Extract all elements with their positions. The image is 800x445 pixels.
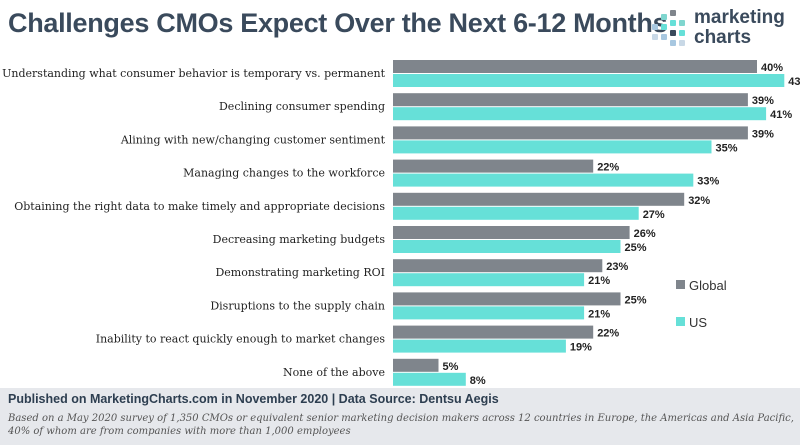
us-bar xyxy=(393,306,585,320)
global-bar xyxy=(393,60,757,73)
us-bar xyxy=(393,107,767,121)
us-value-label: 35% xyxy=(716,142,738,154)
us-legend-label: US xyxy=(689,315,707,330)
global-bar xyxy=(393,192,685,206)
note-line-1: Based on a May 2020 survey of 1,350 CMOs… xyxy=(8,413,794,424)
global-bar xyxy=(393,93,748,107)
us-value-label: 8% xyxy=(470,375,486,387)
us-bar xyxy=(393,372,466,386)
us-bar xyxy=(393,173,694,187)
us-value-label: 27% xyxy=(643,209,665,221)
us-bar xyxy=(393,206,639,220)
global-legend-swatch xyxy=(676,280,685,289)
us-bar xyxy=(393,273,585,287)
global-bar xyxy=(393,159,594,173)
global-bar xyxy=(393,259,603,273)
us-legend-swatch xyxy=(676,317,685,326)
us-value-label: 19% xyxy=(570,342,592,354)
global-bar xyxy=(393,226,630,239)
note-line-2: 40% of whom are from companies with more… xyxy=(8,426,351,437)
us-value-label: 43% xyxy=(788,76,800,88)
us-value-label: 25% xyxy=(625,242,647,254)
marketingcharts-logo: marketing charts xyxy=(652,8,792,54)
global-bar xyxy=(393,325,594,339)
global-value-label: 22% xyxy=(597,328,619,340)
us-bar xyxy=(393,339,566,353)
category-label: Decreasing marketing budgets xyxy=(213,233,386,246)
global-value-label: 39% xyxy=(752,95,774,107)
us-value-label: 33% xyxy=(697,176,719,188)
logo-dots-icon xyxy=(652,10,688,50)
page-title: Challenges CMOs Expect Over the Next 6-1… xyxy=(8,8,668,38)
global-value-label: 39% xyxy=(752,128,774,140)
footer: Published on MarketingCharts.com in Nove… xyxy=(0,388,800,445)
us-bar xyxy=(393,240,621,253)
bar-chart: Understanding what consumer behavior is … xyxy=(2,60,800,387)
global-bar xyxy=(393,126,748,140)
category-label: Disruptions to the supply chain xyxy=(210,299,385,312)
us-bar xyxy=(393,74,785,87)
category-label: Obtaining the right data to make timely … xyxy=(14,200,385,213)
global-value-label: 32% xyxy=(688,195,710,207)
category-label: Inability to react quickly enough to mar… xyxy=(96,333,386,346)
global-value-label: 5% xyxy=(443,361,459,373)
category-label: Understanding what consumer behavior is … xyxy=(2,67,385,80)
global-value-label: 25% xyxy=(625,294,647,306)
logo-text-line1: marketing xyxy=(694,7,785,28)
global-bar xyxy=(393,292,621,306)
global-value-label: 26% xyxy=(634,228,656,240)
category-label: Declining consumer spending xyxy=(219,100,385,113)
logo-text-line2: charts xyxy=(694,27,752,48)
category-label: None of the above xyxy=(283,366,385,379)
us-value-label: 21% xyxy=(588,275,610,287)
global-bar xyxy=(393,358,439,372)
global-legend-label: Global xyxy=(689,278,727,293)
global-value-label: 22% xyxy=(597,162,619,174)
global-value-label: 40% xyxy=(761,62,783,74)
us-value-label: 41% xyxy=(770,109,792,121)
us-value-label: 21% xyxy=(588,308,610,320)
category-label: Demonstrating marketing ROI xyxy=(215,266,385,279)
category-label: Managing changes to the workforce xyxy=(183,167,385,180)
published-line: Published on MarketingCharts.com in Nove… xyxy=(8,392,499,406)
methodology-note: Based on a May 2020 survey of 1,350 CMOs… xyxy=(8,412,794,438)
global-value-label: 23% xyxy=(606,261,628,273)
category-label: Alining with new/changing customer senti… xyxy=(120,133,386,146)
us-bar xyxy=(393,140,712,154)
